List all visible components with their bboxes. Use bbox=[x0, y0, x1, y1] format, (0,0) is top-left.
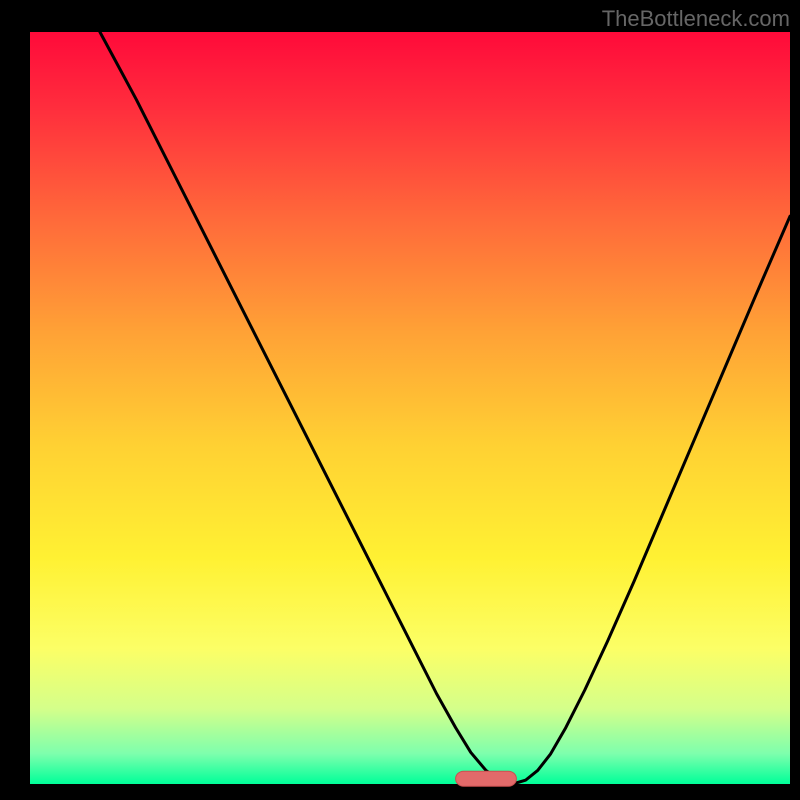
optimal-marker bbox=[456, 771, 517, 786]
gradient-plot-area bbox=[30, 32, 790, 784]
chart-container: TheBottleneck.com bbox=[0, 0, 800, 800]
watermark-text: TheBottleneck.com bbox=[602, 6, 790, 32]
chart-svg bbox=[0, 0, 800, 800]
